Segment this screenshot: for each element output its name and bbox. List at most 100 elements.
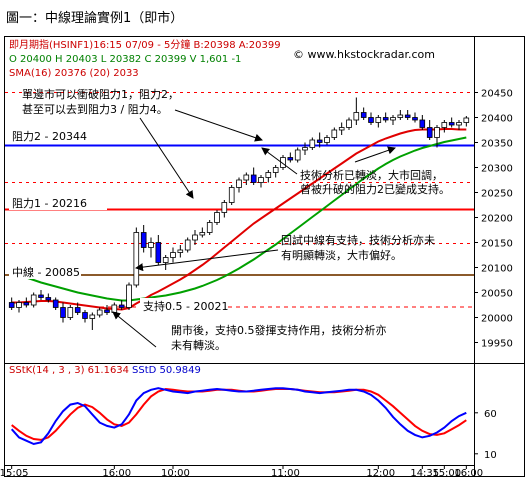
- arrow-to-support: [112, 311, 157, 348]
- annotation-3-line2: 有明顯轉淡，大市偏好。: [281, 248, 402, 262]
- candlesticks: [8, 97, 470, 330]
- candle-body: [390, 117, 396, 121]
- candle-body: [382, 117, 389, 121]
- annotation-3-line1: 回試中線有支持，技術分析亦未: [281, 233, 435, 247]
- candle-body: [155, 242, 162, 263]
- sma-fast-series: [11, 128, 467, 311]
- stochastic-panel: 60 10: [10, 387, 497, 461]
- candle-body: [140, 232, 147, 248]
- price-tick-label: 20300: [481, 164, 513, 175]
- candle-body: [184, 239, 191, 251]
- candle-body: [16, 302, 22, 308]
- candle-body: [89, 314, 96, 319]
- candle-body: [272, 167, 279, 173]
- price-tick-label: 20150: [481, 239, 513, 250]
- candle-body: [67, 307, 74, 318]
- candle-body: [404, 114, 411, 118]
- arrow-to-resistance1: [139, 117, 194, 199]
- candle-body: [426, 127, 433, 138]
- candle-body: [412, 117, 418, 121]
- annotation-2-line2: 曾被升破的阻力2已變成支持。: [300, 182, 450, 196]
- time-tick-label: 14:35: [410, 468, 439, 479]
- candle-body: [206, 222, 213, 233]
- time-tick-label: 10:00: [161, 468, 190, 479]
- candle-body: [199, 232, 206, 236]
- candle-body: [375, 117, 382, 123]
- figure-title: 圖一：中線理論實例1（即市）: [6, 11, 184, 26]
- candle-body: [111, 304, 118, 313]
- candle-body: [126, 284, 132, 308]
- header-sma: SMA(16) 20376 (20) 2033: [9, 68, 139, 79]
- candle-body: [353, 112, 360, 121]
- candle-body: [338, 127, 345, 131]
- arrow-to-resistance2: [174, 109, 263, 142]
- resistance2-label-bg: [9, 128, 107, 143]
- candle-body: [302, 147, 308, 151]
- candle-body: [324, 137, 330, 143]
- candle-body: [316, 139, 323, 143]
- price-tick-label: 20000: [481, 314, 513, 325]
- candle-body: [133, 232, 140, 286]
- candle-body: [45, 297, 52, 301]
- candle-body: [434, 127, 440, 138]
- candle-body: [287, 157, 294, 161]
- stoch-k-series: [10, 387, 467, 446]
- candle-body: [52, 299, 59, 308]
- candle-body: [419, 119, 426, 128]
- time-tick-label: 11:00: [271, 468, 300, 479]
- resistance2-label: 阻力2 - 20344: [12, 130, 87, 143]
- stoch-tick-label: 10: [484, 450, 497, 461]
- candle-body: [170, 252, 176, 258]
- candle-body: [82, 312, 88, 319]
- sma-slow-series: [11, 136, 467, 302]
- candle-body: [148, 242, 154, 248]
- price-tick-label: 20250: [481, 189, 513, 200]
- annotation-4-line2: 未有轉淡。: [171, 338, 226, 352]
- candle-body: [214, 212, 220, 223]
- price-tick-label: 20200: [481, 214, 513, 225]
- grid-lines: [5, 92, 474, 244]
- arrow-to-breakout: [261, 147, 298, 175]
- candle-body: [360, 112, 367, 118]
- copyright-text: © www.hkstockradar.com: [293, 48, 435, 61]
- candle-body: [38, 294, 44, 298]
- candle-body: [104, 309, 110, 313]
- price-ticks: 19950 20000 20050 20100 20150 20200 20250 20300…: [474, 89, 513, 350]
- candle-body: [177, 249, 184, 253]
- annotation-1-line2: 甚至可以去到阻力3 / 阻力4。: [22, 103, 168, 116]
- candle-body: [228, 187, 235, 203]
- moving-averages: [11, 128, 467, 311]
- header-ohlc: O 20400 H 20403 L 20382 C 20399 V 1,601 …: [9, 54, 241, 65]
- candle-body: [23, 302, 30, 306]
- arrow-to-pullback: [354, 146, 396, 163]
- price-tick-label: 20100: [481, 264, 513, 275]
- arrow-to-midline: [135, 249, 279, 272]
- candle-body: [294, 149, 301, 161]
- candle-body: [192, 234, 198, 241]
- candle-body: [96, 309, 103, 316]
- time-tick-label: 12:00: [366, 468, 395, 479]
- candle-body: [368, 117, 374, 123]
- candle-body: [280, 157, 286, 168]
- stoch-k-label: SStK(14 , 3 , 3) 61.1634: [9, 365, 129, 376]
- resistance1-label: 阻力1 - 20216: [12, 197, 87, 210]
- candle-body: [162, 257, 169, 263]
- annotation-1-line1: 單邊市可以衝破阻力1，阻力2，: [22, 87, 179, 101]
- candle-body: [8, 302, 15, 308]
- annotation-2-line1: 技術分析已轉淡，大市回調，: [300, 168, 443, 182]
- candle-body: [346, 119, 352, 128]
- candle-body: [243, 174, 250, 181]
- price-tick-label: 20050: [481, 289, 513, 300]
- header-quote: 即月期指(HSINF1)16:15 07/09 - 5分鐘 B:20398 A:…: [9, 38, 281, 51]
- price-tick-label: 20350: [481, 139, 513, 150]
- candle-body: [441, 122, 448, 128]
- time-tick-label: 16:00: [454, 468, 483, 479]
- candle-body: [309, 139, 316, 148]
- candle-body: [30, 294, 37, 306]
- candle-body: [331, 129, 338, 138]
- candle-body: [258, 177, 264, 183]
- candle-body: [463, 117, 470, 123]
- price-tick-label: 20450: [481, 89, 513, 100]
